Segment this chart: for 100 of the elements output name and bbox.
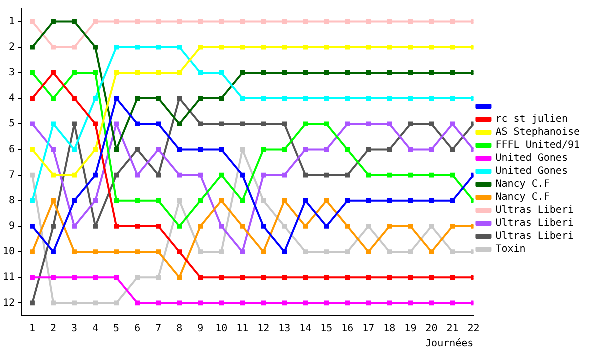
point [303,70,308,76]
point [450,19,456,24]
point [156,44,162,50]
point [345,300,350,306]
point [93,44,98,50]
point [219,96,224,101]
point [366,172,372,178]
point [240,224,246,229]
point [324,70,330,76]
point [156,224,162,229]
point [408,224,414,229]
y-tick-label: 3 [9,68,16,79]
point [408,172,414,178]
point [219,198,224,204]
point [282,44,288,50]
point [51,275,56,280]
point [240,198,246,204]
point [450,70,456,76]
x-tick-label: 17 [362,324,375,335]
x-tick-label: 2 [50,324,57,335]
point [429,147,434,152]
point [51,224,56,229]
point [387,250,392,254]
point [135,224,140,229]
point [345,70,350,76]
point [282,275,288,280]
point [51,44,56,50]
point [93,300,98,306]
point [324,147,330,152]
point [135,44,140,50]
point [450,275,456,280]
point [261,172,266,178]
point [429,19,434,24]
point [261,224,266,229]
point [366,224,372,229]
point [324,198,330,204]
point [219,147,224,152]
point [408,70,414,76]
point [51,172,56,178]
point [261,300,266,306]
point [240,250,246,254]
point [303,122,308,127]
point [72,147,77,152]
point [387,224,392,229]
point [219,250,224,254]
point [282,198,288,204]
point [324,172,330,178]
point [366,275,372,280]
point [72,44,77,50]
point [450,96,456,101]
point [261,96,266,101]
point [345,122,350,127]
point [345,275,350,280]
point [93,224,98,229]
point [345,147,350,152]
point [303,96,308,101]
point [156,275,162,280]
point [366,147,372,152]
point [408,147,414,152]
point [198,224,204,229]
legend-label: Ultras Liberi [496,205,574,216]
point [282,122,288,127]
point [450,198,456,204]
point [135,147,140,152]
legend-label: Nancy C.F [496,192,550,204]
point [198,172,204,178]
point [114,275,119,280]
point [30,250,35,254]
point [177,172,182,178]
point [198,147,204,152]
point [30,300,35,306]
point [198,275,204,280]
point [240,19,246,24]
point [114,250,119,254]
point [177,300,182,306]
point [366,198,372,204]
point [366,250,372,254]
point [93,122,98,127]
point [429,300,434,306]
point [135,96,140,101]
point [282,172,288,178]
point [366,70,372,76]
point [450,172,456,178]
x-tick-label: 11 [236,324,249,335]
point [345,250,350,254]
point [135,122,140,127]
point [135,19,140,24]
point [219,172,224,178]
x-tick-label: 13 [278,324,291,335]
point [156,300,162,306]
point [72,19,77,24]
point [30,172,35,178]
y-tick-label: 12 [2,298,16,309]
point [303,19,308,24]
point [72,122,77,127]
point [219,224,224,229]
point [30,147,35,152]
point [345,172,350,178]
point [429,198,434,204]
point [450,122,456,127]
